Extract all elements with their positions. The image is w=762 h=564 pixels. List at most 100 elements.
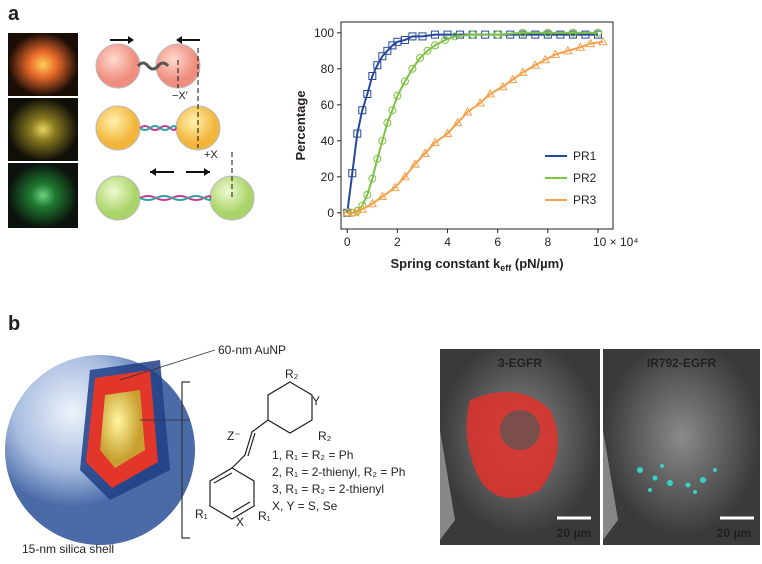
data-point (485, 88, 496, 98)
nanoparticle (5, 349, 216, 545)
fluorescence-images (440, 349, 760, 545)
compound: 3, R₁ = R₂ = 2-thienyl (272, 482, 384, 496)
data-point (373, 154, 382, 163)
panel-label: b (8, 313, 20, 335)
data-point (388, 106, 397, 115)
data-point (468, 30, 477, 39)
data-point (431, 30, 440, 39)
x-axis-label: Spring constant keff (pN/µm) (390, 256, 563, 273)
data-point (420, 148, 430, 157)
data-point (568, 28, 577, 37)
data-point (575, 42, 586, 51)
compound: X, Y = S, Se (272, 499, 338, 513)
data-point (441, 36, 450, 44)
displacement-label: +X (204, 149, 218, 161)
y-tick-label: 40 (321, 134, 335, 148)
series-line (346, 33, 598, 213)
scale-bar-label: 20 µm (557, 526, 591, 540)
x-tick-label: 6 (494, 235, 501, 249)
data-point (418, 32, 427, 41)
scale-bar-label: 20 µm (717, 526, 751, 540)
plot-frame (340, 21, 614, 230)
substituent: R₂ (285, 367, 299, 381)
y-tick-label: 20 (321, 170, 335, 184)
data-point (497, 81, 508, 91)
data-point (451, 32, 460, 41)
data-point (593, 28, 602, 37)
x-axis-label-unit: (pN/µm) (511, 256, 563, 271)
heteroatom: Y (312, 394, 320, 408)
x-tick-label: 0 (344, 235, 351, 249)
x-tick-label: 8 (544, 235, 551, 249)
data-point (358, 106, 367, 115)
data-point (357, 204, 368, 213)
data-point (452, 117, 463, 127)
data-point (581, 30, 590, 39)
y-tick-label: 80 (321, 62, 335, 76)
data-point (408, 64, 417, 73)
core-label: 60-nm AuNP (218, 343, 286, 357)
data-point (377, 191, 388, 201)
data-point (400, 36, 409, 44)
data-point (530, 60, 541, 69)
data-point (517, 67, 528, 76)
image-title: IR792-EGFR (647, 356, 717, 370)
legend-label: PR3 (573, 193, 597, 207)
data-point (408, 32, 417, 41)
data-point (349, 207, 360, 217)
data-point (393, 91, 402, 100)
y-tick-label: 100 (314, 26, 334, 40)
heteroatom: X (236, 515, 244, 529)
x-tick-label: 4 (444, 235, 451, 249)
data-point (431, 41, 440, 50)
substituent: R₂ (318, 429, 332, 443)
data-point (550, 49, 561, 58)
data-point (393, 37, 402, 46)
data-point (543, 28, 552, 37)
data-point (383, 118, 392, 127)
data-point (430, 137, 440, 147)
y-tick-label: 0 (327, 206, 334, 220)
data-point (390, 182, 400, 192)
shell-label: 15-nm silica shell (22, 542, 114, 556)
x-axis-label-text: Spring constant k (390, 256, 501, 271)
panel-label: a (8, 3, 20, 25)
data-point (363, 90, 372, 98)
y-axis-label: Percentage (293, 90, 308, 160)
data-point (363, 190, 372, 199)
data-point (585, 38, 596, 48)
data-point (378, 52, 387, 61)
data-point (423, 46, 432, 55)
data-point (353, 129, 362, 138)
image-title: 3-EGFR (498, 356, 542, 370)
data-point (462, 106, 473, 116)
compound: 1, R₁ = R₂ = Ph (272, 448, 353, 462)
x-tick-label: 2 (394, 235, 401, 249)
data-point (368, 72, 377, 80)
data-point (348, 169, 357, 178)
chemical-structure (209, 381, 313, 520)
compound-list: 1, R₁ = R₂ = Ph 2, R₁ = 2-thienyl, R₂ = P… (272, 448, 405, 513)
line-chart: 0 20 40 60 80 100 0 2 4 6 8 10 × 10⁴ Percentage Sprin… (293, 21, 638, 273)
micrographs (8, 33, 78, 228)
data-point (415, 54, 424, 62)
image-labels: 3-EGFR 20 µm IR792-EGFR 20 µm (498, 356, 751, 540)
data-point (367, 198, 378, 208)
data-point (556, 30, 565, 39)
data-point (598, 36, 608, 46)
spring-diagrams (95, 36, 255, 221)
data-point (342, 207, 353, 217)
data-point (400, 171, 410, 181)
data-point (400, 77, 409, 86)
data-point (507, 74, 518, 84)
series-line (347, 31, 598, 214)
x-axis-label-sub: eff (500, 263, 512, 273)
compound: 2, R₁ = 2-thienyl, R₂ = Ph (272, 465, 405, 479)
data-point (518, 28, 527, 37)
displacement-label: −X′ (172, 90, 188, 102)
data-point (540, 54, 551, 64)
y-tick-label: 60 (321, 98, 335, 112)
legend-label: PR1 (573, 149, 597, 163)
substituent: R₁ (258, 509, 271, 523)
data-point (410, 159, 420, 168)
